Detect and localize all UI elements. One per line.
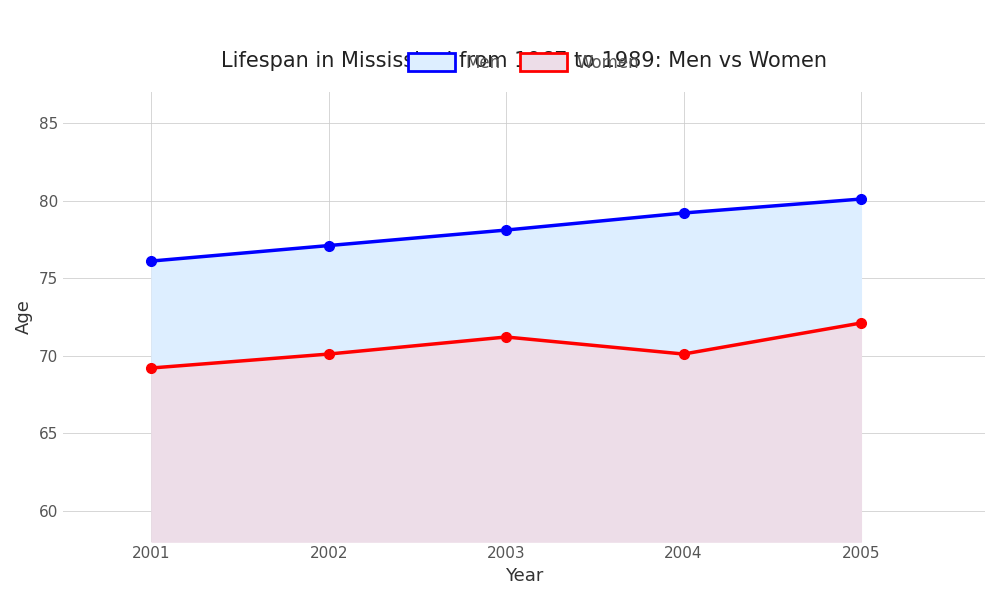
- Legend: Men, Women: Men, Women: [402, 47, 646, 79]
- Y-axis label: Age: Age: [15, 299, 33, 334]
- X-axis label: Year: Year: [505, 567, 543, 585]
- Title: Lifespan in Mississippi from 1967 to 1989: Men vs Women: Lifespan in Mississippi from 1967 to 198…: [221, 51, 827, 71]
